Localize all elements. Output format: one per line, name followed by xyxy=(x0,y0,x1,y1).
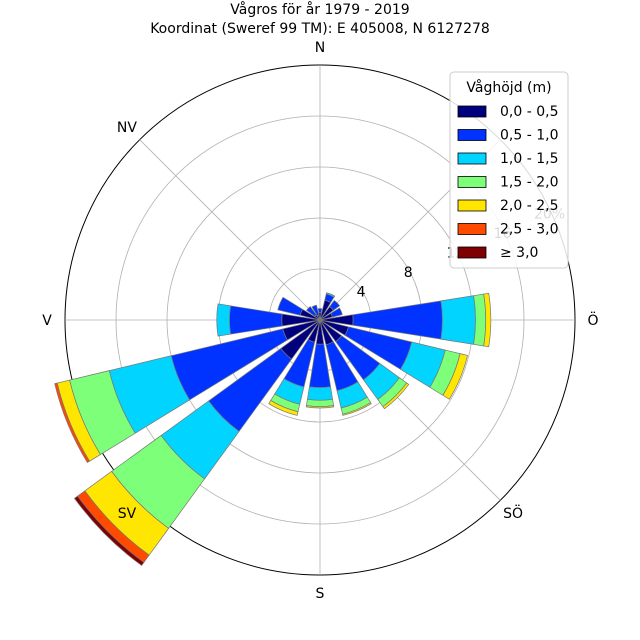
legend-label: 2,5 - 3,0 xyxy=(500,222,558,238)
chart-subtitle: Koordinat (Sweref 99 TM): E 405008, N 61… xyxy=(150,21,490,37)
legend-label: ≥ 3,0 xyxy=(500,245,538,261)
legend-label: 0,0 - 0,5 xyxy=(500,104,558,120)
compass-label: NV xyxy=(117,120,137,136)
compass-label: V xyxy=(42,313,52,329)
legend-label: 1,0 - 1,5 xyxy=(500,151,558,167)
legend-items: 0,0 - 0,5 0,5 - 1,0 1,0 - 1,5 1,5 - 2,0 2,0 … xyxy=(457,104,558,261)
compass-label: N xyxy=(315,40,325,56)
rose-wedge xyxy=(317,308,323,313)
rose-wedge xyxy=(325,292,336,298)
legend-title: Våghöjd (m) xyxy=(466,79,551,96)
rose-wedge xyxy=(342,402,372,416)
legend-label: 2,0 - 2,5 xyxy=(500,198,558,214)
legend-swatch xyxy=(457,223,487,235)
legend: Våghöjd (m) 0,0 - 0,5 0,5 - 1,0 1,0 - 1,5 1… xyxy=(449,71,569,269)
legend-swatch xyxy=(457,176,487,188)
rose-wedge xyxy=(305,405,335,409)
rose-wedge xyxy=(306,306,317,317)
rose-wedge xyxy=(440,295,476,345)
rose-wedge xyxy=(311,304,320,317)
rose-wedge xyxy=(330,307,343,318)
rose-wedge xyxy=(483,292,492,348)
legend-swatch xyxy=(457,199,487,212)
rose-wedge xyxy=(473,293,487,347)
rose-wedge xyxy=(306,398,334,408)
chart-title: Vågros för år 1979 - 2019 xyxy=(230,1,409,18)
rose-wedge xyxy=(307,386,333,401)
rose-wedge xyxy=(216,303,231,337)
legend-swatch xyxy=(457,129,487,141)
rose-wedge xyxy=(382,382,410,410)
rose-bars xyxy=(54,292,492,566)
rose-wedge xyxy=(442,353,468,400)
legend-swatch xyxy=(457,105,487,118)
compass-label: S xyxy=(316,586,325,602)
rose-wedge xyxy=(229,305,283,335)
radial-tick-label: 8 xyxy=(404,265,413,281)
rose-wedge xyxy=(329,299,341,311)
rose-wedge xyxy=(277,296,304,316)
legend-frame xyxy=(449,71,569,269)
rose-wedge xyxy=(74,495,145,566)
rose-wedge xyxy=(268,399,299,416)
rose-wedge xyxy=(54,382,91,464)
compass-label: Ö xyxy=(587,311,598,329)
legend-swatch xyxy=(457,246,487,259)
compass-label: SV xyxy=(118,506,137,522)
legend-swatch xyxy=(457,152,487,165)
legend-label: 1,5 - 2,0 xyxy=(500,175,558,191)
legend-label: 0,5 - 1,0 xyxy=(500,128,558,144)
radial-tick-label: 4 xyxy=(357,284,366,300)
compass-label: SÖ xyxy=(503,504,523,522)
grid-spoke xyxy=(139,139,321,321)
